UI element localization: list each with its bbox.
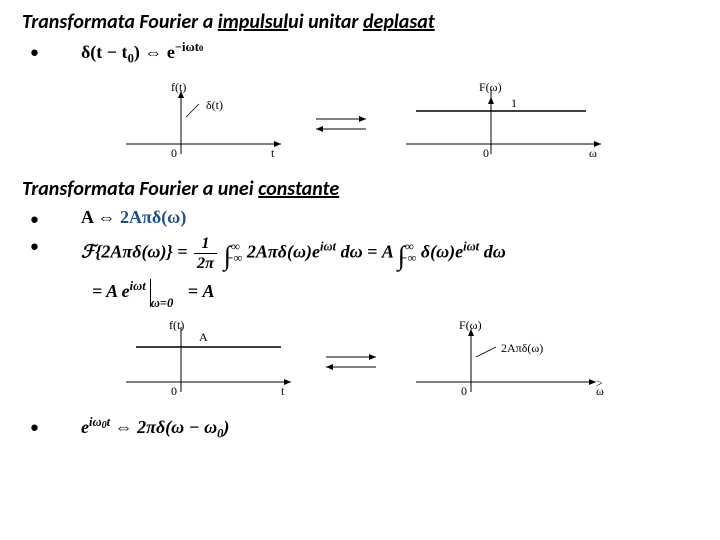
A-label: A bbox=[199, 330, 208, 344]
one: 1 bbox=[511, 96, 517, 110]
ylabel: f(t) bbox=[169, 318, 184, 332]
origin: 0 bbox=[461, 384, 467, 398]
plot-constant-freq: > F(ω) 2Aπδ(ω) 0 ω bbox=[401, 317, 611, 407]
origin: 0 bbox=[171, 146, 177, 160]
origin: 0 bbox=[483, 146, 489, 160]
plot-pair-2: f(t) A 0 t > F(ω) 2Aπδ(ω) 0 ω bbox=[22, 317, 700, 407]
delta-label: δ(t) bbox=[206, 98, 223, 112]
plot-pair-1: f(t) δ(t) 0 t F(ω) 1 0 ω bbox=[22, 79, 700, 169]
origin: 0 bbox=[171, 384, 177, 398]
plot-delta-freq: F(ω) 1 0 ω bbox=[391, 79, 611, 169]
ylabel: f(t) bbox=[171, 80, 186, 94]
xlabel: ω bbox=[589, 146, 597, 160]
xlabel: ω bbox=[596, 384, 604, 398]
bullet: • bbox=[30, 234, 39, 258]
eq-shifted-delta: δ(t − t0) ⇔ e−iωt0 bbox=[81, 40, 203, 67]
transform-arrow-icon bbox=[311, 109, 371, 139]
plot-constant-time: f(t) A 0 t bbox=[111, 317, 301, 407]
eq-constant-derivation: ℱ{2Aπδ(ω)} = 12π ∫∞−∞ 2Aπδ(ω)eiωt dω = A… bbox=[81, 234, 506, 273]
heading-shifted-impulse: Transformata Fourier a impulsului unitar… bbox=[22, 10, 700, 34]
eq-exp-pair: eiω0t ⇔ 2πδ(ω − ω0) bbox=[81, 415, 229, 442]
ylabel: F(ω) bbox=[479, 80, 502, 94]
xlabel: t bbox=[271, 146, 275, 160]
xlabel: t bbox=[281, 384, 285, 398]
bullet: • bbox=[30, 40, 39, 64]
delta-label: 2Aπδ(ω) bbox=[501, 341, 543, 355]
transform-arrow-icon bbox=[321, 347, 381, 377]
bullet: • bbox=[30, 415, 39, 439]
bullet: • bbox=[30, 207, 39, 231]
heading-constant: Transformata Fourier a unei constante bbox=[22, 177, 700, 201]
plot-delta-time: f(t) δ(t) 0 t bbox=[111, 79, 291, 169]
eq-constant-result: = A eiωtω=0 = A bbox=[92, 279, 700, 311]
eq-constant-pair: A ⇔ 2Aπδ(ω) bbox=[81, 207, 186, 228]
ylabel: F(ω) bbox=[459, 318, 482, 332]
